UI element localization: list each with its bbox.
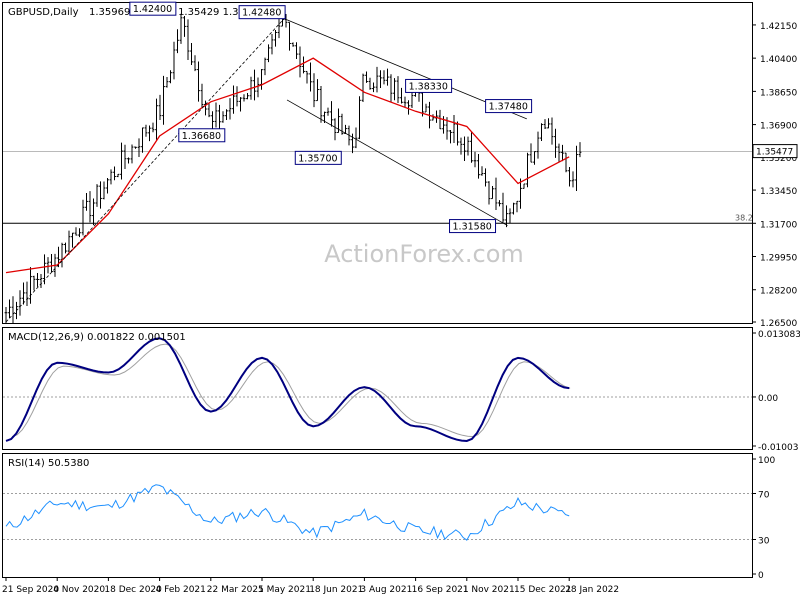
time-tick-label: 4 Nov 2020 xyxy=(53,585,105,595)
price-annotation-label: 1.38330 xyxy=(409,81,448,92)
time-tick-label: 18 Jun 2021 xyxy=(309,585,363,595)
macd-tick-label: 0.013083 xyxy=(758,330,800,340)
macd-axis: 0.013083 0.00 -0.01003 xyxy=(752,330,800,453)
watermark: ActionForex.com xyxy=(324,240,524,268)
time-tick-label: 1 Nov 2021 xyxy=(463,585,515,595)
macd-tick-label: 0.00 xyxy=(758,394,778,404)
main-panel-frame xyxy=(2,2,753,324)
time-tick-label: 3 Aug 2021 xyxy=(360,585,412,595)
price-tick-label: 1.33450 xyxy=(760,187,797,197)
macd-panel-frame xyxy=(2,327,753,450)
time-tick-label: 21 Sep 2020 xyxy=(2,585,59,595)
time-tick-label: 4 Feb 2021 xyxy=(156,585,206,595)
time-tick-label: 28 Jan 2022 xyxy=(565,585,619,595)
price-annotation-box xyxy=(405,78,453,93)
moving-average-line xyxy=(5,57,570,274)
price-annotation-box xyxy=(238,5,286,20)
ohlc-values: 1.35969 1.35993 1.35429 1.35477 xyxy=(89,7,264,18)
rsi-series xyxy=(3,484,752,541)
macd-series xyxy=(3,337,752,442)
rsi-tick-label: 100 xyxy=(758,456,775,466)
time-tick-label: 5 May 2021 xyxy=(258,585,311,595)
rising-trendline xyxy=(5,18,285,323)
price-axis: 1.42150 1.40400 1.38650 1.36900 1.35200 1.334… xyxy=(752,22,798,329)
price-tick-label: 1.35200 xyxy=(760,154,797,164)
price-annotation-label: 1.37480 xyxy=(489,102,528,113)
price-annotation-label: 1.36680 xyxy=(182,131,221,142)
price-annotation-box xyxy=(178,128,226,143)
time-tick-label: 22 Mar 2021 xyxy=(207,585,264,595)
rsi-panel-frame xyxy=(2,453,753,578)
rsi-axis: 100 70 30 0 xyxy=(752,456,775,581)
time-tick-label: 15 Dec 2021 xyxy=(514,585,572,595)
macd-tick-label: -0.01003 xyxy=(758,443,798,453)
current-price-box xyxy=(752,144,798,159)
price-tick-label: 1.28200 xyxy=(760,287,797,297)
rsi-title: RSI(14) 50.5380 xyxy=(8,458,89,469)
fib-level-label: 38.2 xyxy=(735,213,753,222)
price-tick-label: 1.42150 xyxy=(760,22,797,32)
time-tick-label: 18 Dec 2020 xyxy=(104,585,162,595)
price-annotation-box xyxy=(294,150,342,165)
time-tick-label: 16 Sep 2021 xyxy=(412,585,469,595)
price-annotation-box xyxy=(485,99,533,114)
price-annotation-label: 1.31580 xyxy=(453,222,492,233)
price-tick-label: 1.36900 xyxy=(760,122,797,132)
price-tick-label: 1.40400 xyxy=(760,55,797,65)
macd-signal-line xyxy=(11,343,571,438)
price-annotations: 1.42400 1.42480 1.36680 1.35700 1.38330 1.374… xyxy=(129,1,533,234)
price-tick-label: 1.29950 xyxy=(760,254,797,264)
price-annotation-label: 1.42480 xyxy=(242,8,281,19)
price-annotation-box xyxy=(129,1,177,16)
rsi-tick-label: 0 xyxy=(758,571,764,581)
rsi-line xyxy=(5,484,570,541)
lower-channel-line xyxy=(286,99,508,226)
price-annotation-label: 1.35700 xyxy=(298,153,337,164)
rsi-tick-label: 30 xyxy=(758,537,770,547)
price-tick-label: 1.38650 xyxy=(760,88,797,98)
price-tick-label: 1.31700 xyxy=(760,220,797,230)
rsi-tick-label: 70 xyxy=(758,491,770,501)
price-tick-label: 1.26500 xyxy=(760,319,797,329)
moving-average-series xyxy=(5,57,570,274)
current-price-label: 1.35477 xyxy=(756,148,793,158)
symbol-label: GBPUSD,Daily xyxy=(8,7,79,18)
macd-title: MACD(12,26,9) 0.001822 0.001501 xyxy=(8,332,186,343)
price-annotation-label: 1.42400 xyxy=(133,4,172,15)
macd-line xyxy=(5,337,570,442)
candlestick-series xyxy=(4,13,582,324)
price-annotation-box xyxy=(449,219,497,234)
